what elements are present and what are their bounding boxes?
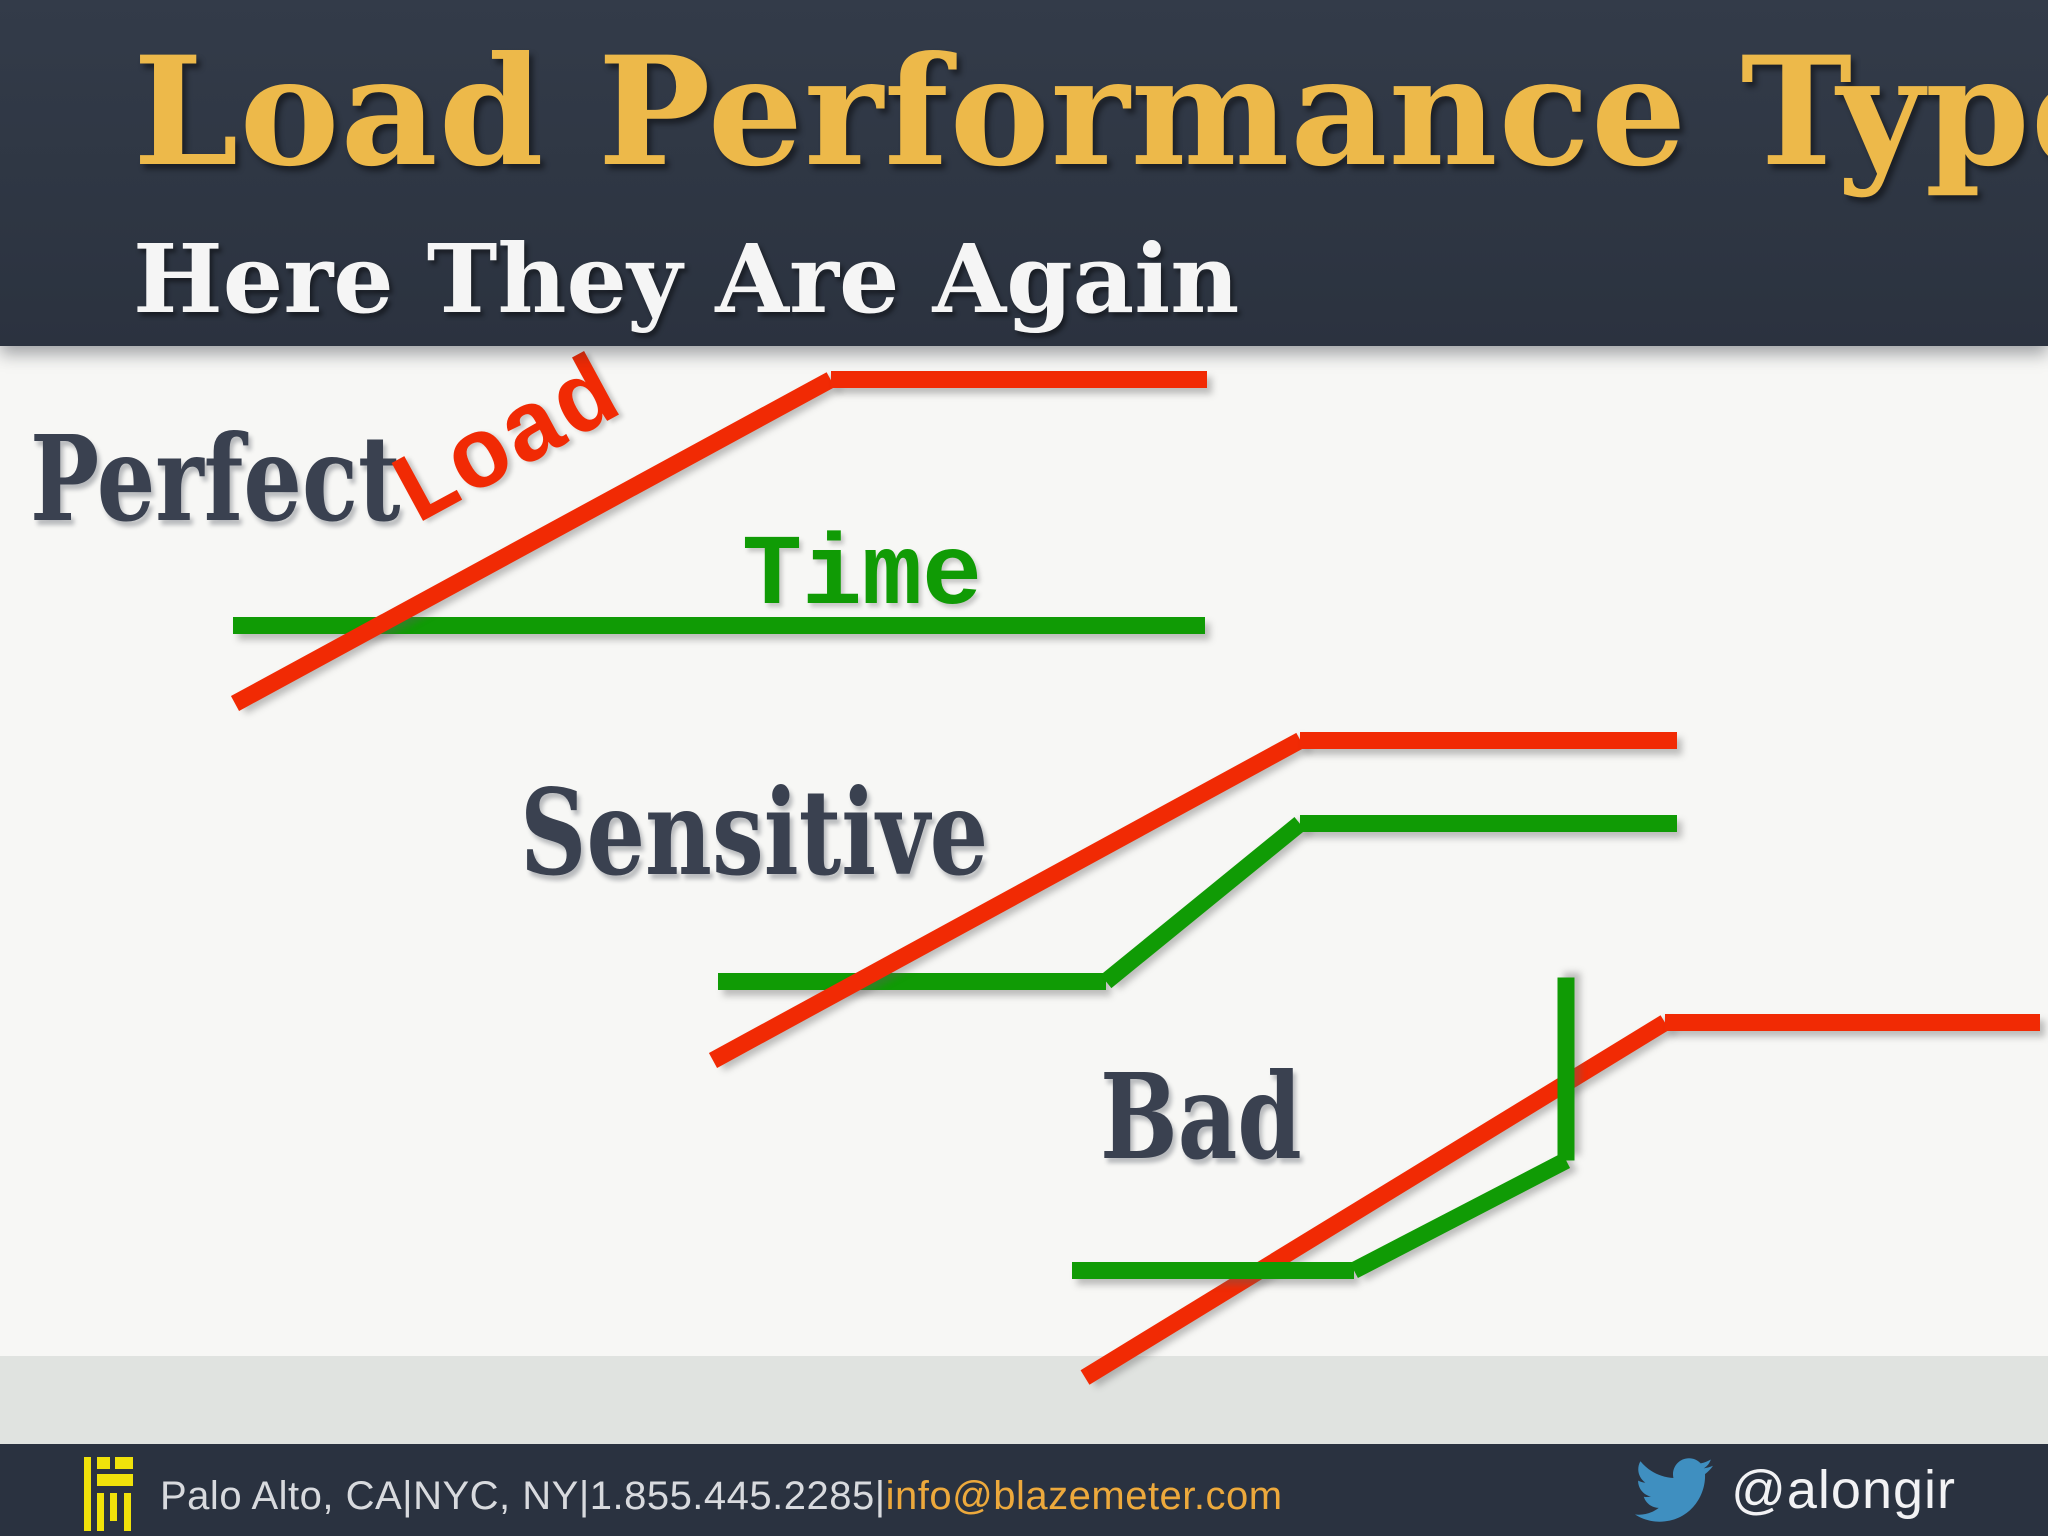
bad-time-line-segment	[1557, 977, 1575, 1160]
bad-time-line-segment	[1072, 1261, 1354, 1279]
header: Load Performance Types Here They Are Aga…	[0, 0, 2048, 346]
logo-bar	[115, 1457, 133, 1469]
footer-social: @alongir	[1635, 1444, 1956, 1536]
diagram-label-sensitive: Sensitive	[520, 763, 989, 902]
footer-contact: Palo Alto, CA|NYC, NY|1.855.445.2285| in…	[160, 1444, 1283, 1536]
diagram-label-bad: Bad	[1100, 1047, 1302, 1186]
diagram-label-perfect: Perfect	[30, 409, 401, 548]
time-line-label: Time	[742, 521, 983, 634]
logo-bar	[124, 1493, 131, 1531]
sensitive-time-line-segment	[718, 972, 1106, 990]
twitter-bird-icon	[1635, 1458, 1714, 1522]
perfect-load-line-segment	[831, 370, 1207, 388]
page-subtitle: Here They Are Again	[133, 224, 1240, 335]
footer-location-text: Palo Alto, CA|NYC, NY|1.855.445.2285|	[160, 1473, 886, 1518]
logo-bar	[97, 1474, 133, 1486]
twitter-handle: @alongir	[1731, 1460, 1956, 1520]
footer-gray-band	[0, 1356, 2048, 1444]
footer-bar: Palo Alto, CA|NYC, NY|1.855.445.2285| in…	[0, 1444, 2048, 1536]
bad-load-line-segment	[1665, 1013, 2040, 1031]
perfect-time-line-segment	[233, 616, 1205, 634]
bad-time-line-segment	[1350, 1152, 1570, 1278]
logo-bar	[97, 1493, 104, 1531]
page-title: Load Performance Types	[133, 24, 2048, 200]
footer-email: info@blazemeter.com	[885, 1473, 1283, 1518]
sensitive-time-line-segment	[1300, 814, 1677, 832]
logo-bar	[97, 1457, 110, 1469]
logo-bar	[110, 1493, 117, 1521]
logo-bar	[84, 1457, 91, 1531]
blazemeter-logo-icon	[84, 1455, 134, 1533]
sensitive-load-line-segment	[1300, 731, 1677, 749]
